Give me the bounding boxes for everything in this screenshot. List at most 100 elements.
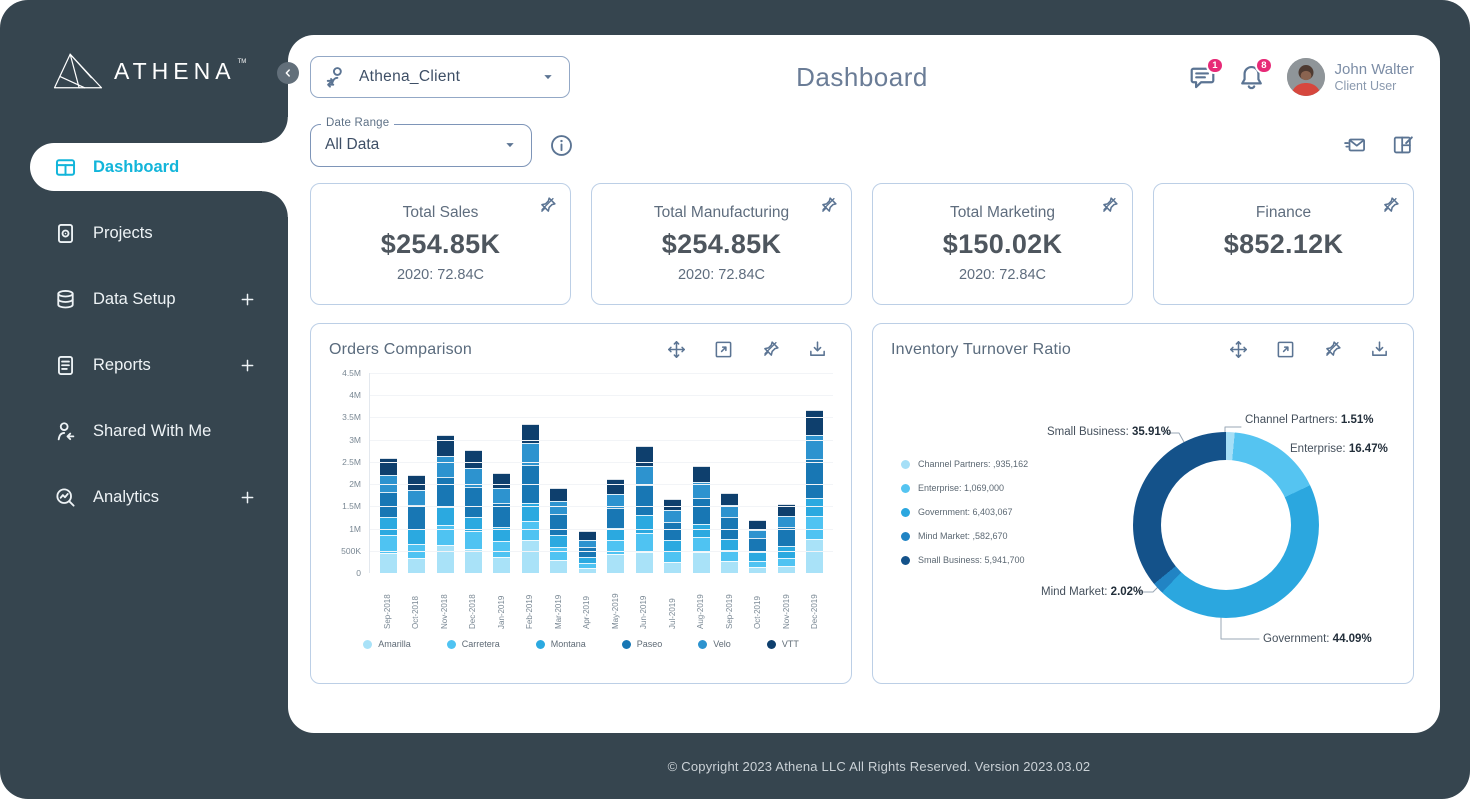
client-selector-value: Athena_Client <box>359 68 461 85</box>
bar-chart: 4.5M 4M 3.5M 3M 2.5M 2M 1.5M 1M 500K 0 <box>329 368 833 578</box>
bar-segment-velo <box>578 539 596 548</box>
legend-item: Carretera <box>446 639 500 649</box>
date-range-value: All Data <box>325 136 380 153</box>
pin-off-icon[interactable] <box>1323 340 1342 359</box>
bar-stack <box>777 503 795 573</box>
expand-icon[interactable] <box>1276 340 1295 359</box>
axis-tick-label: Mar-2019 <box>553 594 563 629</box>
bar-segment-carretera <box>664 550 682 562</box>
sidebar-item-reports[interactable]: Reports <box>0 341 288 389</box>
send-mail-icon[interactable] <box>1344 134 1366 156</box>
bar-segment-vtt <box>436 434 454 456</box>
bar-stack <box>607 479 625 573</box>
bar-segment-paseo <box>806 459 824 499</box>
bar-segment-montana <box>749 552 767 561</box>
bar-segment-amarilla <box>806 538 824 573</box>
bar-stack <box>664 499 682 573</box>
donut-callout-channel-partners: Channel Partners: 1.51% <box>1245 414 1374 426</box>
bar-segment-vtt <box>521 423 539 444</box>
expand-plus-icon[interactable] <box>240 490 255 505</box>
reports-icon <box>55 355 76 376</box>
bar-segment-velo <box>521 443 539 466</box>
shared-icon <box>55 421 76 442</box>
donut-callout-enterprise: Enterprise: 16.47% <box>1290 443 1388 455</box>
sidebar-item-label: Dashboard <box>93 157 180 176</box>
kpi-title: Finance <box>1255 204 1312 221</box>
sidebar-item-shared-with-me[interactable]: Shared With Me <box>0 407 288 455</box>
move-icon[interactable] <box>1229 340 1248 359</box>
sidebar-item-dashboard[interactable]: Dashboard <box>30 117 288 217</box>
axis-tick-label: Aug-2019 <box>696 594 706 629</box>
bar-segment-velo <box>749 530 767 539</box>
download-icon[interactable] <box>1370 340 1389 359</box>
sidebar-item-data-setup[interactable]: Data Setup <box>0 275 288 323</box>
legend-item: VTT <box>766 639 799 649</box>
date-range-label: Date Range <box>321 116 395 129</box>
bar-segment-amarilla <box>635 551 653 573</box>
move-icon[interactable] <box>667 340 686 359</box>
legend-item: Small Business: 5,941,700 <box>901 555 1028 565</box>
pin-off-icon[interactable] <box>538 196 557 215</box>
bar-segment-paseo <box>578 547 596 557</box>
bar-segment-amarilla <box>578 568 596 573</box>
bar-segment-montana <box>436 506 454 525</box>
donut-ring <box>1133 432 1319 618</box>
orders-comparison-card: Orders Comparison 4.5M 4M 3.5M 3M 2.5M 2M 1.5M… <box>310 323 852 684</box>
layout-edit-icon[interactable] <box>1392 134 1414 156</box>
sidebar-item-label: Analytics <box>93 487 160 506</box>
bar-segment-carretera <box>720 549 738 561</box>
client-switch-icon <box>325 66 347 88</box>
legend-item: Government: 6,403,067 <box>901 507 1028 517</box>
brand-trademark: TM <box>237 59 247 65</box>
legend-swatch <box>766 639 776 649</box>
client-selector[interactable]: Athena_Client <box>310 56 570 98</box>
bar-segment-montana <box>720 538 738 550</box>
pin-off-icon[interactable] <box>1381 196 1400 215</box>
bar-segment-montana <box>550 534 568 547</box>
messages-badge: 1 <box>1206 56 1224 74</box>
expand-plus-icon[interactable] <box>240 292 255 307</box>
bar-segment-montana <box>465 516 483 532</box>
sidebar-item-label: Shared With Me <box>93 421 212 440</box>
kpi-value: $150.02K <box>942 229 1063 259</box>
chevron-down-icon <box>541 70 555 84</box>
bar-segment-montana <box>408 528 426 544</box>
bar-segment-vtt <box>465 450 483 468</box>
bar-segment-carretera <box>550 546 568 560</box>
axis-tick-label: Nov-2019 <box>781 594 791 629</box>
bar-segment-montana <box>493 526 511 541</box>
sidebar: ATHENA TM Dashboard Projects Data Setup Rep… <box>0 0 288 799</box>
sidebar-collapse-button[interactable] <box>277 62 299 84</box>
expand-icon[interactable] <box>714 340 733 359</box>
bar-segment-paseo <box>692 497 710 524</box>
date-range-select[interactable]: Date Range All Data <box>310 116 532 167</box>
bar-segment-montana <box>664 539 682 551</box>
avatar[interactable] <box>1286 58 1325 96</box>
legend-swatch <box>901 459 910 469</box>
bar-segment-paseo <box>777 527 795 547</box>
info-icon[interactable] <box>550 134 573 157</box>
bar-segment-velo <box>806 434 824 460</box>
pin-off-icon[interactable] <box>761 340 780 359</box>
bar-segment-velo <box>379 474 397 493</box>
athena-triangle-logo-icon <box>53 53 103 89</box>
sidebar-item-projects[interactable]: Projects <box>0 209 288 257</box>
messages-button[interactable]: 1 <box>1189 56 1224 91</box>
sidebar-item-label: Projects <box>93 223 153 242</box>
pin-off-icon[interactable] <box>1100 196 1119 215</box>
expand-plus-icon[interactable] <box>240 358 255 373</box>
database-icon <box>55 289 76 310</box>
bar-segment-amarilla <box>607 554 625 573</box>
pin-off-icon[interactable] <box>819 196 838 215</box>
kpi-title: Total Manufacturing <box>653 204 790 221</box>
copyright-text: © Copyright 2023 Athena LLC All Rights R… <box>667 758 1091 774</box>
bar-segment-amarilla <box>720 561 738 573</box>
legend-swatch <box>698 639 708 649</box>
notifications-button[interactable]: 8 <box>1238 56 1273 91</box>
kpi-value: $254.85K <box>380 229 501 259</box>
sidebar-item-analytics[interactable]: Analytics <box>0 473 288 521</box>
main-content: Athena_Client Dashboard 1 8 <box>288 35 1440 733</box>
bar-segment-velo <box>408 489 426 505</box>
axis-tick-label: 1.5M <box>342 501 361 512</box>
download-icon[interactable] <box>808 340 827 359</box>
